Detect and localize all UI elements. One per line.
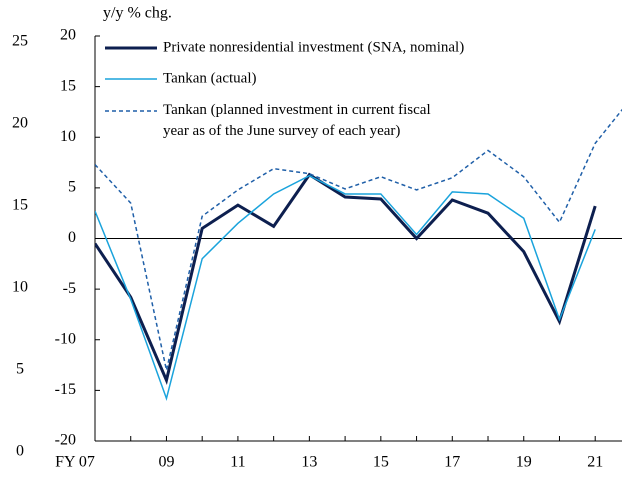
legend-label: Tankan (planned investment in current fi…	[163, 102, 431, 139]
x-tick-label: 19	[516, 454, 532, 471]
y-tick-label: -15	[55, 381, 76, 398]
y2-tick-label: 20	[12, 115, 28, 132]
y-tick-label: -10	[55, 330, 76, 347]
x-tick-label: 13	[301, 454, 317, 471]
x-tick-label: 21	[587, 454, 603, 471]
y-tick-label: 10	[60, 128, 76, 145]
y-tick-label: -20	[55, 432, 76, 449]
y2-tick-label: 25	[12, 33, 28, 50]
series-line	[95, 108, 622, 371]
y-tick-label: 5	[68, 179, 76, 196]
y2-tick-label: 15	[12, 197, 28, 214]
y2-tick-label: 0	[16, 443, 24, 460]
series-line	[95, 174, 596, 402]
x-tick-label: FY 07	[55, 454, 95, 471]
y-tick-label: -5	[63, 280, 76, 297]
series-line	[95, 172, 597, 386]
legend-label-line: Tankan (planned investment in current fi…	[163, 102, 431, 118]
y-axis-label: y/y % chg.	[103, 5, 172, 22]
x-tick-label: 17	[444, 454, 460, 471]
plot-area	[95, 108, 622, 402]
legend-label: Tankan (actual)	[163, 70, 256, 86]
y2-tick-label: 10	[12, 279, 28, 296]
y-tick-label: 0	[68, 229, 76, 246]
x-tick-label: 11	[230, 454, 245, 471]
x-tick-label: 09	[158, 454, 174, 471]
y2-tick-label: 5	[16, 361, 24, 378]
y-tick-label: 15	[60, 77, 76, 94]
legend-label: Private nonresidential investment (SNA, …	[163, 39, 464, 55]
x-tick-label: 15	[373, 454, 389, 471]
y-tick-label: 20	[60, 27, 76, 44]
legend-label-line: year as of the June survey of each year)	[163, 123, 400, 139]
